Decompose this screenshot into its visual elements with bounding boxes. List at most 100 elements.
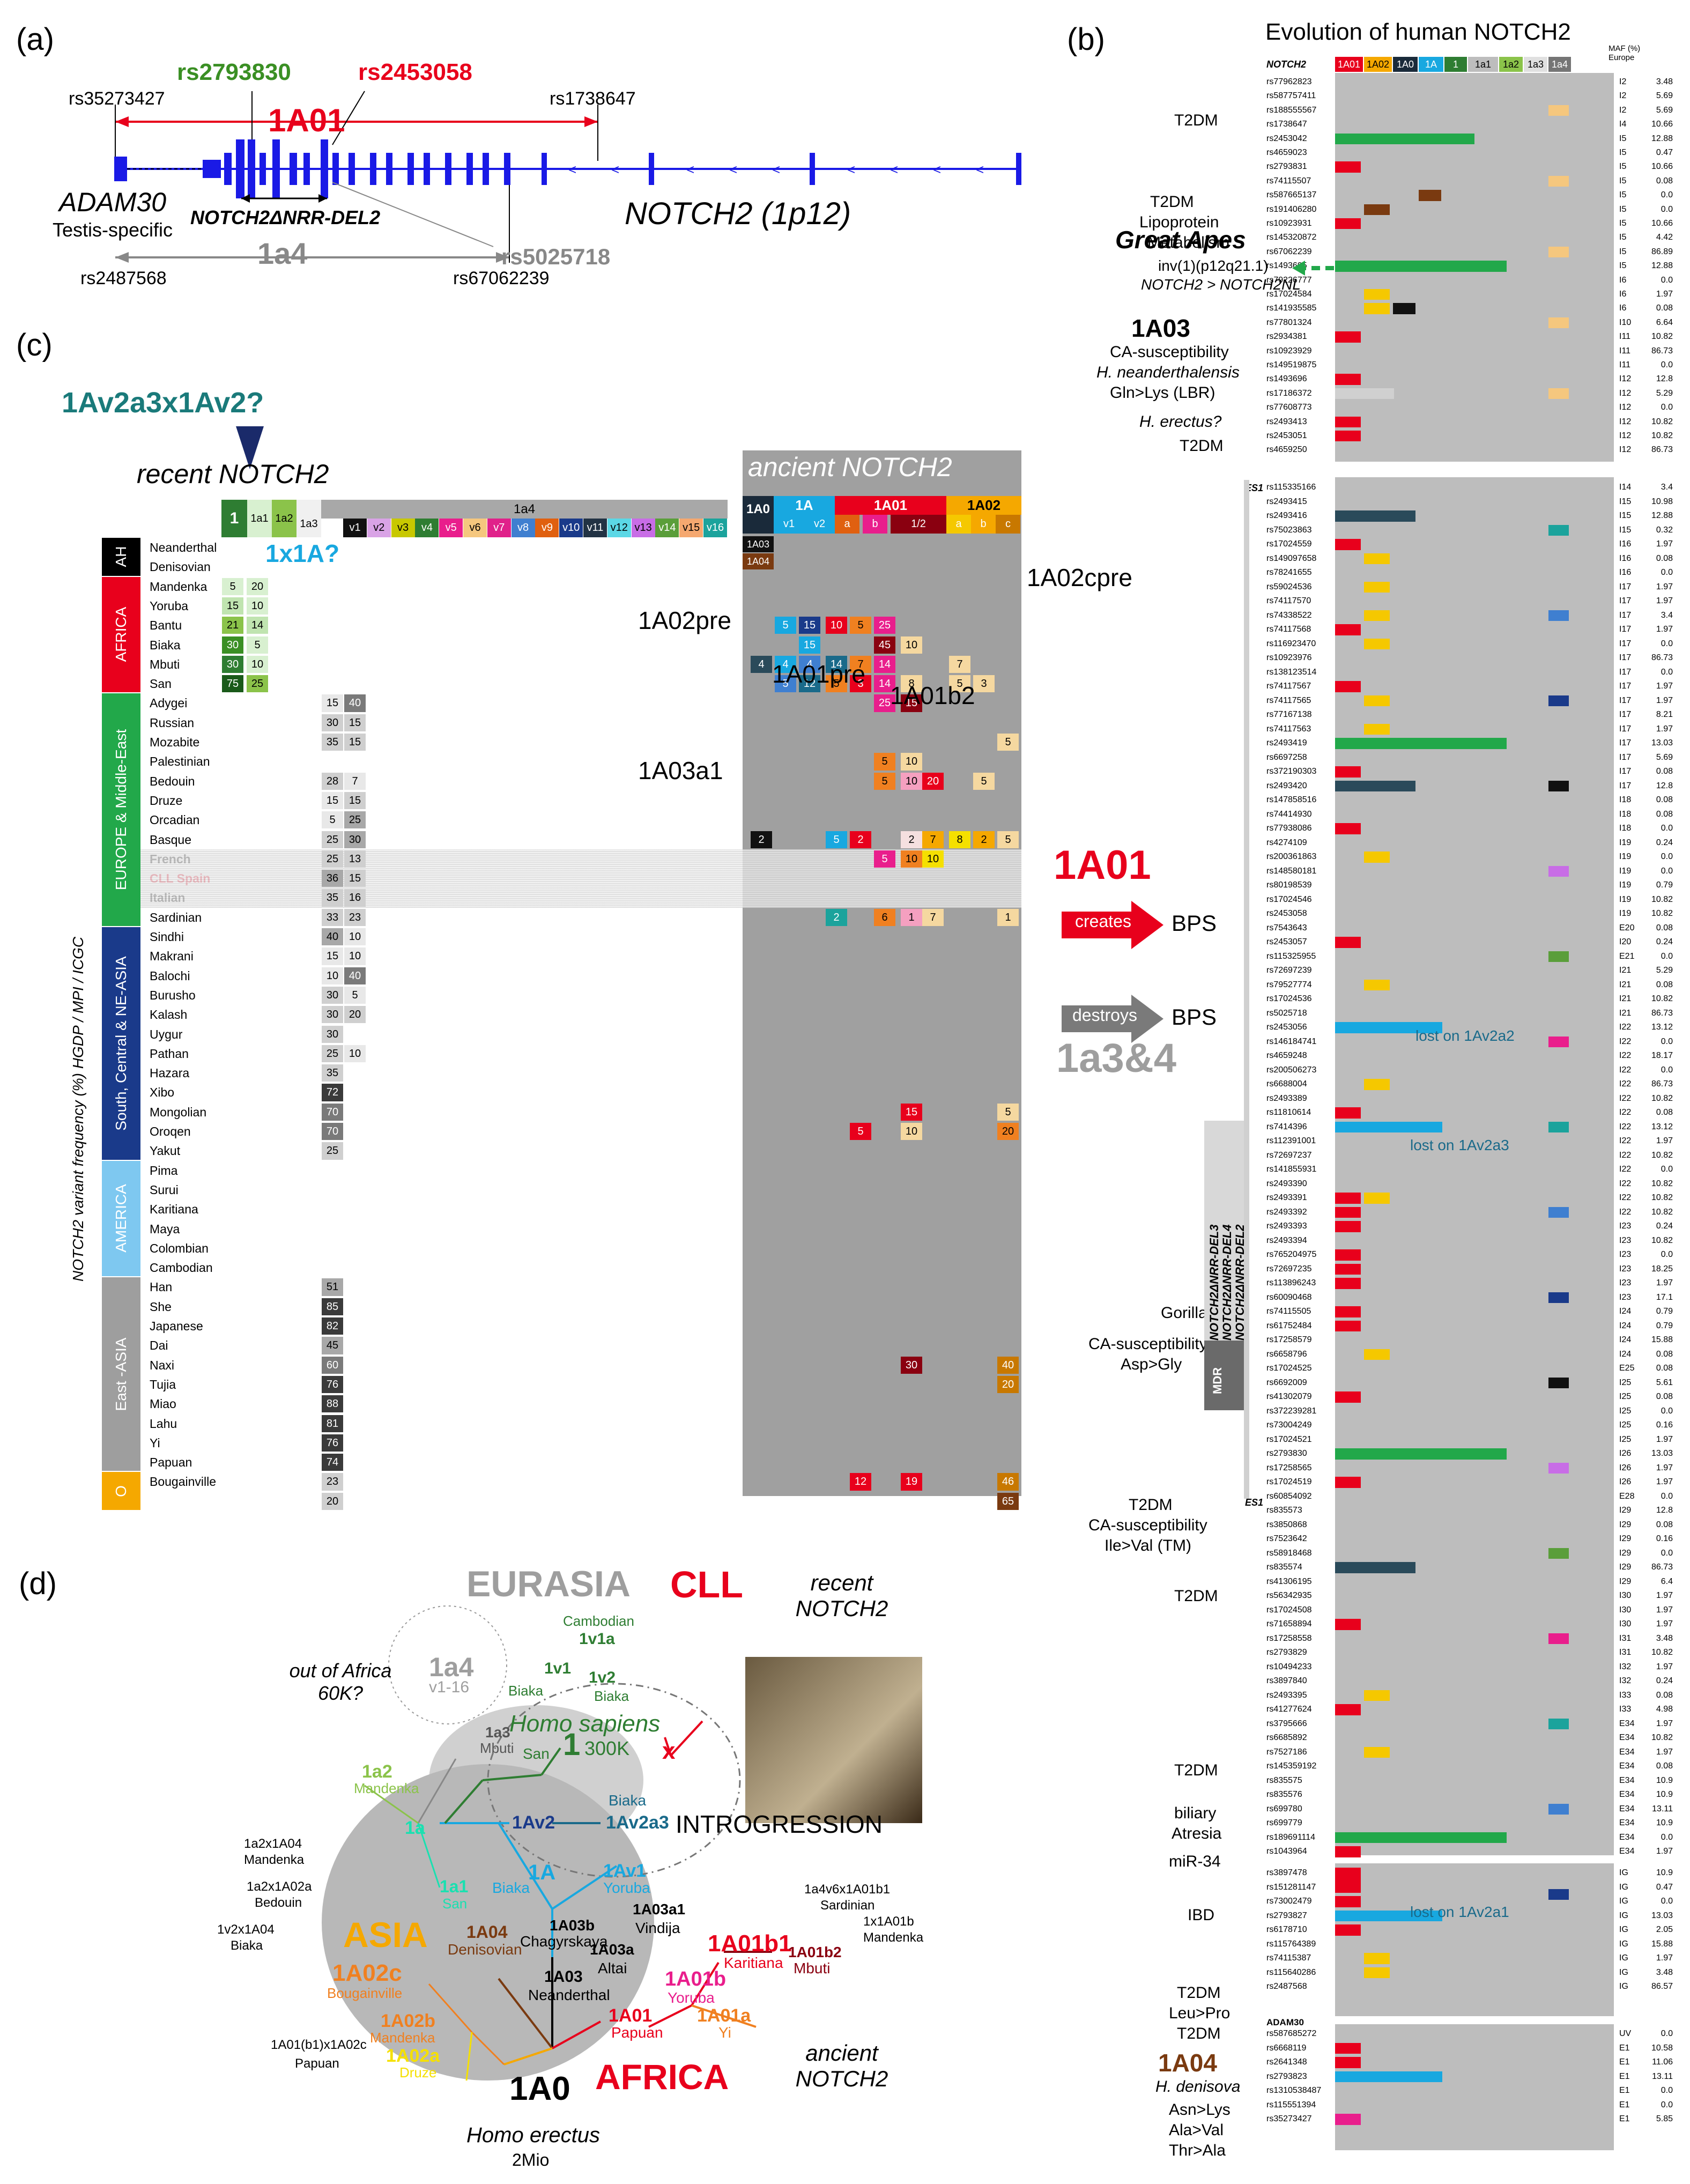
snp-block2-maf: 1.97 bbox=[1656, 1278, 1673, 1287]
mix-m2p: Bedouin bbox=[255, 1896, 302, 1910]
hap-mark bbox=[1548, 951, 1569, 962]
haplotype-1A01-range: 1A01 bbox=[268, 102, 345, 138]
destroys-arrow bbox=[1062, 995, 1163, 1043]
snp-rs67062239: rs67062239 bbox=[453, 268, 550, 288]
population-row: Yoruba bbox=[150, 598, 189, 613]
node-n1A04p: Denisovian bbox=[448, 1941, 522, 1958]
snp-block1-intron: I5 bbox=[1619, 148, 1627, 157]
great-apes-note1: inv(1)(p12q21.1) bbox=[1158, 257, 1269, 274]
node-n1A01bp: Yoruba bbox=[668, 1989, 715, 2006]
svg-text:<: < bbox=[890, 161, 898, 177]
snp-block2-snp: rs115335166 bbox=[1266, 483, 1316, 492]
anno-ca-sus-1: CA-susceptibility bbox=[1110, 343, 1229, 361]
snp-block2-snp: rs3897840 bbox=[1266, 1676, 1307, 1685]
anno-hdenisova: H. denisova bbox=[1155, 2078, 1241, 2096]
snp-block2-maf: 10.98 bbox=[1651, 497, 1673, 506]
snp-block2-maf: 1.97 bbox=[1656, 1619, 1673, 1628]
freq-cell: 81 bbox=[322, 1415, 343, 1432]
freq-cell: 25 bbox=[874, 694, 895, 712]
snp-block2-intron: I19 bbox=[1619, 909, 1632, 918]
del-bracket bbox=[1204, 1121, 1247, 1341]
population-row: Yakut bbox=[150, 1144, 181, 1158]
hap-mark bbox=[1548, 1633, 1569, 1644]
hap-mark bbox=[1364, 610, 1390, 621]
freq-cell: 72 bbox=[322, 1084, 343, 1101]
freq-cell: 25 bbox=[322, 831, 343, 848]
freq-cell: 10 bbox=[247, 655, 268, 673]
snp-block2-intron: I17 bbox=[1619, 710, 1632, 719]
snp-block4-intron: E1 bbox=[1619, 2071, 1630, 2081]
hap-col-1: 1 bbox=[1444, 57, 1467, 72]
recent-title: recent NOTCH2 bbox=[137, 459, 329, 489]
snp-block2-snp: rs74117563 bbox=[1266, 724, 1311, 734]
snp-block2-snp: rs3850868 bbox=[1266, 1520, 1307, 1529]
freq-cell: 14 bbox=[826, 655, 847, 673]
hap-mark bbox=[1335, 1448, 1507, 1460]
snp-block1-maf: 12.8 bbox=[1656, 374, 1673, 384]
freq-cell: 5 bbox=[222, 578, 243, 595]
population-row: Makrani bbox=[150, 949, 194, 964]
hap-mark bbox=[1335, 1910, 1442, 1921]
snp-block2-maf: 0.0 bbox=[1661, 1406, 1673, 1416]
mix-m4: 1A01(b1)x1A02c bbox=[271, 2038, 367, 2052]
node-n1: 1 bbox=[563, 1727, 581, 1762]
freq-cell: 10 bbox=[901, 1123, 922, 1141]
snp-block2-snp: rs699780 bbox=[1266, 1804, 1302, 1813]
label-recent-d: recent NOTCH2 bbox=[795, 1570, 888, 1621]
freq-cell: 10 bbox=[901, 850, 922, 868]
node-n1A01b: 1A01b bbox=[665, 1968, 727, 1990]
snp-block2-intron: I22 bbox=[1619, 1108, 1632, 1117]
snp-rs1738647: rs1738647 bbox=[550, 88, 636, 109]
snp-block1-snp: rs17186372 bbox=[1266, 388, 1312, 398]
population-row: Mongolian bbox=[150, 1105, 207, 1119]
snp-block2-snp: rs17024559 bbox=[1266, 539, 1312, 549]
es1-bracket bbox=[1244, 480, 1249, 1499]
snp-block2-snp: rs2493419 bbox=[1266, 738, 1307, 747]
population-row: Tujia bbox=[150, 1377, 176, 1391]
label-hs-age: 300K bbox=[584, 1737, 630, 1759]
freq-cell: 10 bbox=[344, 1045, 366, 1063]
snp-block2-maf: 0.79 bbox=[1656, 1321, 1673, 1330]
freq-cell: 2 bbox=[973, 831, 995, 848]
node-n1a4: 1a4 bbox=[429, 1652, 474, 1682]
anno-herectus: H. erectus? bbox=[1139, 413, 1222, 431]
freq-cell: 30 bbox=[344, 831, 366, 848]
freq-cell: 14 bbox=[247, 617, 268, 634]
anno-t2dm-7: T2DM bbox=[1177, 1984, 1221, 2002]
freq-cell: 15 bbox=[799, 636, 820, 654]
snp-block2-maf: 10.82 bbox=[1651, 1207, 1673, 1217]
snp-block2-maf: 1.97 bbox=[1656, 1591, 1673, 1600]
snp-block2-intron: I18 bbox=[1619, 824, 1632, 833]
snp-block2-intron: I29 bbox=[1619, 1548, 1632, 1558]
mdr-block bbox=[1204, 1341, 1247, 1410]
hap-mark bbox=[1335, 1107, 1361, 1119]
snp-block2-maf: 15.88 bbox=[1651, 1335, 1673, 1344]
freq-cell: 2 bbox=[826, 908, 847, 926]
snp-block3-snp: rs115764389 bbox=[1266, 1939, 1316, 1949]
snp-block2-snp: rs835575 bbox=[1266, 1775, 1302, 1785]
snp-block2-intron: I17 bbox=[1619, 724, 1632, 734]
anno-ca-sus-2: CA-susceptibility bbox=[1088, 1335, 1207, 1353]
snp-block2-intron: I23 bbox=[1619, 1250, 1632, 1259]
snp-block2-snp: rs699779 bbox=[1266, 1818, 1302, 1827]
node-n1A03a: 1A03a bbox=[590, 1941, 634, 1958]
freq-cell: 28 bbox=[322, 772, 343, 790]
anno-t2dm-8: T2DM bbox=[1177, 2025, 1221, 2042]
freq-cell: 76 bbox=[322, 1375, 343, 1394]
population-row: Xibo bbox=[150, 1085, 175, 1100]
node-n1a2: 1a2 bbox=[362, 1761, 392, 1782]
snp-block2-maf: 10.82 bbox=[1651, 909, 1673, 918]
anc-sub-1: v2 bbox=[804, 515, 835, 534]
v-header-v6: v6 bbox=[463, 519, 487, 537]
snp-block1-snp: rs1738647 bbox=[1266, 120, 1307, 129]
snp-block2-snp: rs74338522 bbox=[1266, 610, 1312, 620]
hap-mark bbox=[1335, 2042, 1361, 2054]
hap-mark bbox=[1364, 1193, 1390, 1204]
snp-block2-intron: I25 bbox=[1619, 1378, 1632, 1387]
panel-d-label: (d) bbox=[19, 1566, 57, 1601]
snp-block2-maf: 1.97 bbox=[1656, 695, 1673, 705]
hap-mark bbox=[1335, 1022, 1442, 1033]
snp-block2-maf: 0.24 bbox=[1656, 838, 1673, 847]
snp-block1-maf: 12.88 bbox=[1651, 261, 1673, 271]
snp-block2-snp: rs2493420 bbox=[1266, 781, 1307, 790]
